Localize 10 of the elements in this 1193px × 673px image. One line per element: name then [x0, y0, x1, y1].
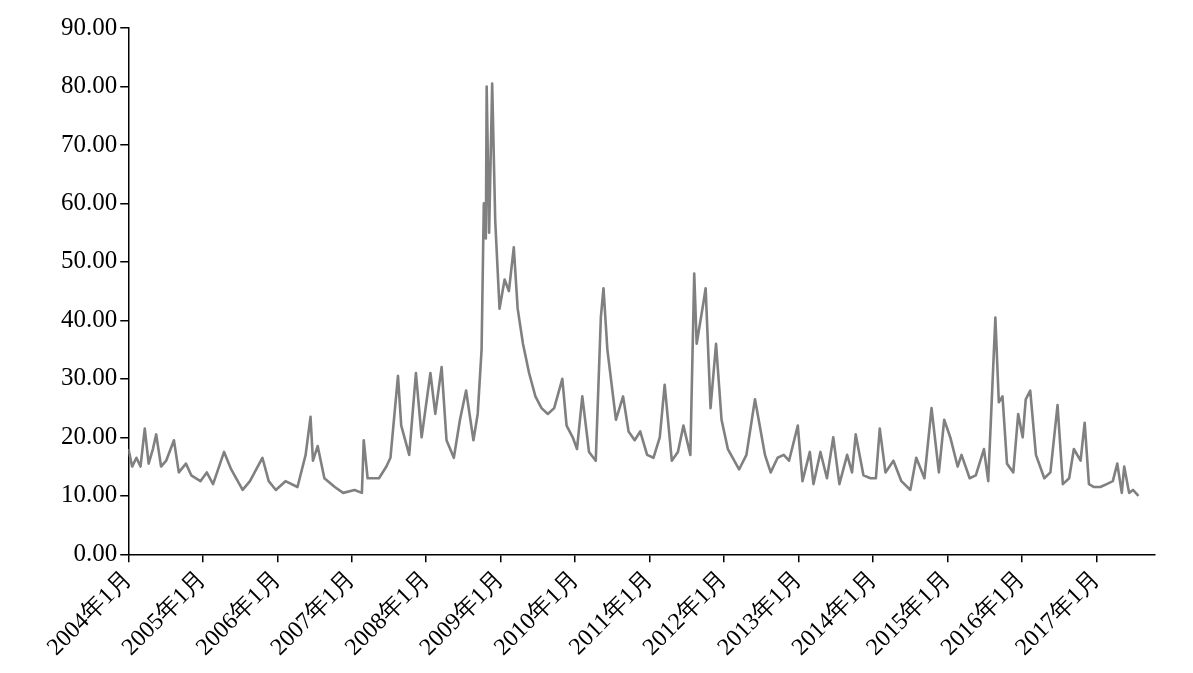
- y-tick-label: 70.00: [61, 129, 118, 157]
- y-tick-label: 90.00: [61, 12, 118, 40]
- y-tick-label: 80.00: [61, 71, 118, 99]
- y-tick-label: 20.00: [61, 421, 118, 449]
- y-tick-label: 0.00: [73, 538, 118, 566]
- y-tick-label: 10.00: [61, 480, 118, 508]
- y-tick-label: 30.00: [61, 363, 118, 391]
- y-tick-label: 50.00: [61, 246, 118, 274]
- y-tick-label: 40.00: [61, 304, 118, 332]
- y-tick-label: 60.00: [61, 187, 118, 215]
